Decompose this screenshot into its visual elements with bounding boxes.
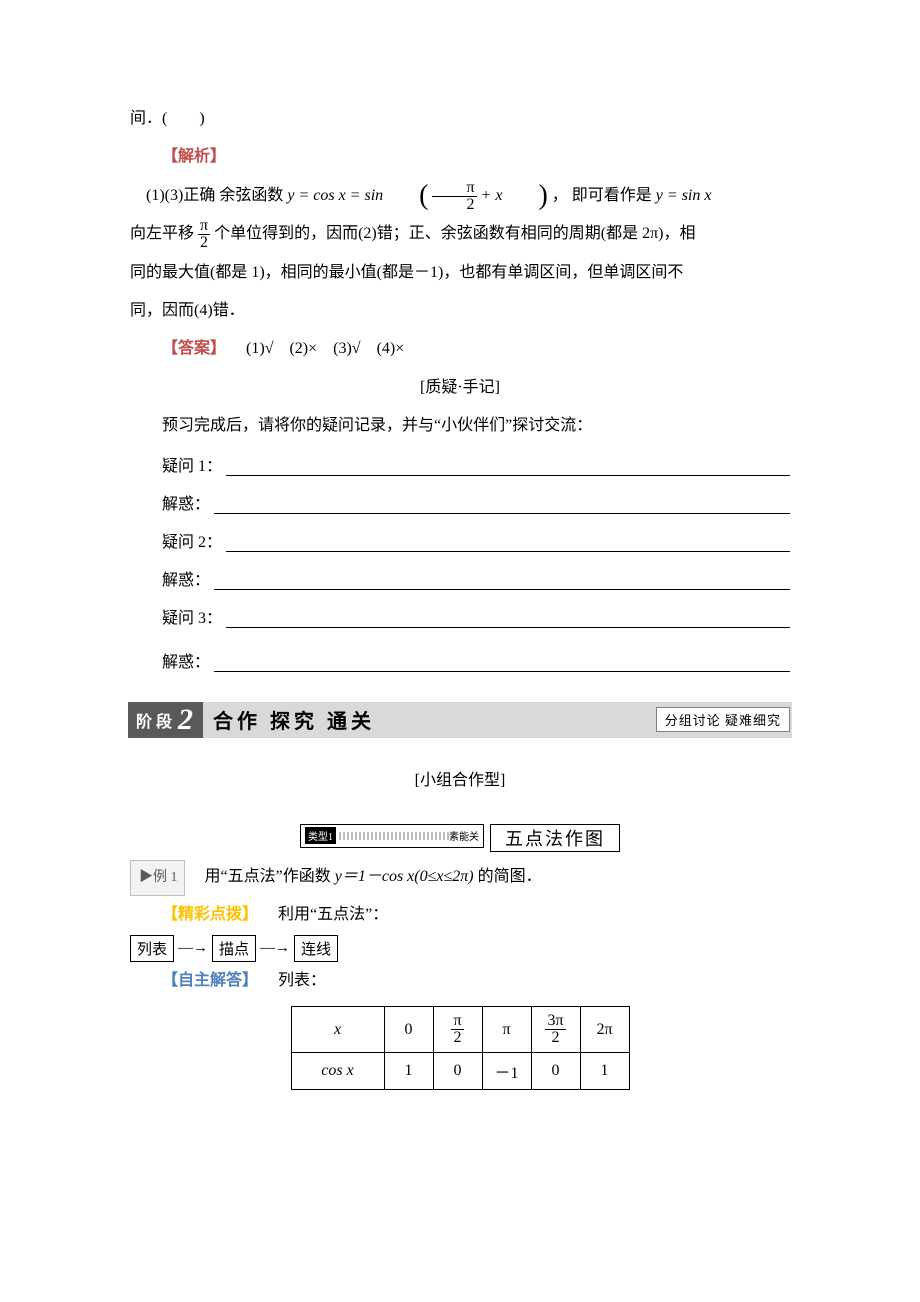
analysis-l2b: 个单位得到的，因而(2)错；正、余弦函数有相同的周期(都是 2π)，相 bbox=[214, 225, 695, 242]
analysis-line1: 【解析】 (1)(3)正确 余弦函数 y = cos x = sin ( π 2… bbox=[130, 138, 790, 215]
field-a1: 解惑： bbox=[162, 490, 790, 514]
field-a1-line[interactable] bbox=[214, 497, 790, 514]
notes-heading: [质疑·手记] bbox=[130, 369, 790, 407]
table-cell: 3π2 bbox=[531, 1007, 580, 1053]
frac-pi2-2: π 2 bbox=[198, 218, 210, 251]
answer-body: (1)√ (2)× (3)√ (4)× bbox=[246, 340, 404, 357]
flow-box-2: 描点 bbox=[212, 935, 256, 962]
field-a3-label: 解惑： bbox=[162, 648, 210, 672]
flow-box-1: 列表 bbox=[130, 935, 174, 962]
field-q3: 疑问 3： bbox=[162, 604, 790, 628]
analysis-math1: y = cos x = sin bbox=[287, 187, 383, 204]
analysis-l1b: ， 即可看作是 bbox=[552, 187, 656, 204]
topic-left-box: 类型1 素能关 bbox=[300, 824, 484, 848]
hint-label: 【精彩点拨】 bbox=[162, 906, 258, 923]
field-a2-line[interactable] bbox=[214, 573, 790, 590]
rparen-icon: ) bbox=[506, 182, 547, 210]
page: 间．( ) 【解析】 (1)(3)正确 余弦函数 y = cos x = sin… bbox=[0, 0, 920, 1150]
self-body: 列表： bbox=[278, 972, 326, 989]
section-title: 合作 探究 通关 bbox=[213, 705, 375, 734]
top-trailing: 间．( ) bbox=[130, 100, 790, 138]
arrow-icon-2: ―→ bbox=[258, 940, 292, 957]
table-cell: －1 bbox=[482, 1053, 531, 1090]
stage-label: 阶段 bbox=[136, 708, 176, 732]
table-cell: 0 bbox=[384, 1007, 433, 1053]
field-a3: 解惑： bbox=[162, 648, 790, 672]
table-cell: 0 bbox=[433, 1053, 482, 1090]
analysis-label: 【解析】 bbox=[162, 148, 226, 165]
field-q2-line[interactable] bbox=[226, 535, 790, 552]
field-q2-label: 疑问 2： bbox=[162, 528, 222, 552]
field-q1: 疑问 1： bbox=[162, 452, 790, 476]
example-math: y＝1－cos x(0≤x≤2π) bbox=[335, 868, 474, 885]
topic-left-small: 素能关 bbox=[449, 828, 479, 843]
analysis-line3: 同的最大值(都是 1)，相同的最小值(都是－1)，也都有单调区间，但单调区间不 bbox=[130, 254, 790, 292]
lparen-icon: ( bbox=[387, 182, 428, 210]
field-a3-line[interactable] bbox=[214, 655, 790, 672]
stage-number: 2 bbox=[178, 703, 197, 737]
example-lead: ▶例 1 bbox=[130, 860, 185, 896]
field-q3-line[interactable] bbox=[226, 611, 790, 628]
analysis-l1a: (1)(3)正确 余弦函数 bbox=[146, 187, 287, 204]
field-a1-label: 解惑： bbox=[162, 490, 210, 514]
self-line: 【自主解答】 列表： bbox=[130, 962, 790, 1000]
analysis-line2: 向左平移 π 2 个单位得到的，因而(2)错；正、余弦函数有相同的周期(都是 2… bbox=[130, 215, 790, 253]
example-body-a: 用“五点法”作函数 bbox=[205, 868, 335, 885]
field-q3-label: 疑问 3： bbox=[162, 604, 222, 628]
table-cell: π2 bbox=[433, 1007, 482, 1053]
data-table: x0π2π3π22πcos x10－101 bbox=[291, 1006, 630, 1090]
analysis-math1b: + x bbox=[481, 187, 503, 204]
self-label: 【自主解答】 bbox=[162, 972, 258, 989]
answer-line: 【答案】 (1)√ (2)× (3)√ (4)× bbox=[130, 330, 790, 368]
field-a2-label: 解惑： bbox=[162, 566, 210, 590]
flow-box-3: 连线 bbox=[294, 935, 338, 962]
frac-pi2-1: π 2 bbox=[432, 180, 476, 213]
hint-body: 利用“五点法”： bbox=[278, 906, 388, 923]
table-cell: 2π bbox=[580, 1007, 629, 1053]
hint-line: 【精彩点拨】 利用“五点法”： bbox=[130, 896, 790, 934]
topic-row: 类型1 素能关 五点法作图 bbox=[130, 824, 790, 852]
table-row-head: cos x bbox=[291, 1053, 384, 1090]
section-bar: 阶段 2 合作 探究 通关 分组讨论 疑难细究 bbox=[128, 702, 792, 738]
table-cell: 1 bbox=[384, 1053, 433, 1090]
arrow-icon-1: ―→ bbox=[176, 940, 210, 957]
topic-left-tag: 类型1 bbox=[305, 827, 336, 844]
analysis-math2: y = sin x bbox=[656, 187, 712, 204]
table-cell: 0 bbox=[531, 1053, 580, 1090]
group-heading: [小组合作型] bbox=[130, 762, 790, 800]
table-cell: π bbox=[482, 1007, 531, 1053]
example-line: ▶例 1 用“五点法”作函数 y＝1－cos x(0≤x≤2π) 的简图． bbox=[130, 858, 790, 896]
notes-intro: 预习完成后，请将你的疑问记录，并与“小伙伴们”探讨交流： bbox=[130, 407, 790, 445]
topic-right-box: 五点法作图 bbox=[490, 824, 620, 852]
example-body-b: 的简图． bbox=[478, 868, 542, 885]
table-row-head: x bbox=[291, 1007, 384, 1053]
field-q2: 疑问 2： bbox=[162, 528, 790, 552]
table-cell: 1 bbox=[580, 1053, 629, 1090]
analysis-line4: 同，因而(4)错． bbox=[130, 292, 790, 330]
field-a2: 解惑： bbox=[162, 566, 790, 590]
flow-row: 列表 ―→ 描点 ―→ 连线 bbox=[130, 935, 790, 962]
field-q1-line[interactable] bbox=[226, 459, 790, 476]
section-right-box: 分组讨论 疑难细究 bbox=[656, 707, 790, 732]
topic-left-bar bbox=[339, 832, 449, 840]
stage-box: 阶段 2 bbox=[128, 702, 203, 738]
field-q1-label: 疑问 1： bbox=[162, 452, 222, 476]
answer-label: 【答案】 bbox=[162, 340, 226, 357]
analysis-l2a: 向左平移 bbox=[130, 225, 194, 242]
